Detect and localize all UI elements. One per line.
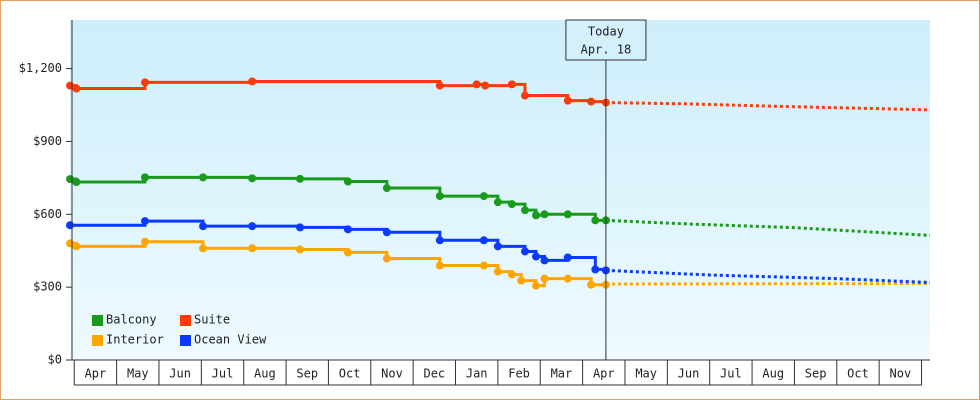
y-tick-label: $300 <box>33 280 62 294</box>
data-point <box>248 244 257 253</box>
data-point <box>493 198 502 207</box>
data-point <box>66 221 74 230</box>
data-point <box>507 80 516 89</box>
data-point <box>563 210 572 219</box>
x-tick-label: Jan <box>466 367 488 381</box>
data-point <box>563 253 572 262</box>
data-point <box>343 177 352 186</box>
x-tick-label: Apr <box>593 367 615 381</box>
data-point <box>507 270 516 279</box>
data-point <box>382 228 391 237</box>
data-point <box>435 81 444 90</box>
x-tick-label: Jun <box>169 367 191 381</box>
data-point <box>591 216 600 225</box>
x-tick-label: Feb <box>508 367 530 381</box>
data-point <box>520 247 529 256</box>
data-point <box>435 192 444 201</box>
data-point <box>520 91 529 100</box>
x-tick-label: Sep <box>805 367 827 381</box>
data-point <box>493 267 502 276</box>
legend-swatch <box>92 335 103 346</box>
forecast-line <box>605 101 931 112</box>
data-point <box>479 192 488 201</box>
x-tick-label: Mar <box>551 367 573 381</box>
data-point <box>140 78 149 87</box>
data-point <box>296 245 305 254</box>
data-point <box>199 244 208 253</box>
data-point <box>72 242 81 251</box>
data-point <box>343 248 352 257</box>
y-tick-label: $900 <box>33 134 62 148</box>
x-tick-label: Oct <box>847 367 869 381</box>
today-box <box>565 19 647 61</box>
data-point <box>343 225 352 234</box>
x-tick-label: Apr <box>85 367 107 381</box>
today-label: Apr. 18 <box>581 43 632 57</box>
data-point <box>435 261 444 270</box>
data-point <box>72 84 81 93</box>
data-point <box>296 223 305 232</box>
data-point <box>140 173 149 182</box>
x-tick-label: Jul <box>212 367 234 381</box>
legend-swatch <box>180 315 191 326</box>
x-tick-label: Aug <box>254 367 276 381</box>
data-point <box>199 222 208 231</box>
data-point <box>587 280 596 289</box>
x-tick-label: Jun <box>678 367 700 381</box>
y-tick-label: $1,200 <box>19 61 62 75</box>
data-point <box>540 274 549 283</box>
data-point <box>382 254 391 263</box>
legend-label: Suite <box>194 313 230 327</box>
data-point <box>140 237 149 246</box>
data-point <box>563 96 572 105</box>
legend-label: Balcony <box>106 313 157 327</box>
data-point <box>591 265 600 274</box>
data-point <box>479 236 488 245</box>
data-point <box>532 211 541 220</box>
data-point <box>520 206 529 215</box>
legend-swatch <box>180 335 191 346</box>
data-point <box>540 210 549 219</box>
x-tick-label: Sep <box>296 367 318 381</box>
x-tick-label: May <box>635 367 657 381</box>
data-point <box>199 173 208 182</box>
data-point <box>563 274 572 283</box>
data-point <box>382 184 391 193</box>
data-point <box>248 222 257 231</box>
x-tick-label: Dec <box>423 367 445 381</box>
data-point <box>540 256 549 265</box>
today-label: Today <box>588 25 624 39</box>
data-point <box>532 252 541 261</box>
data-point <box>435 236 444 245</box>
data-point <box>507 200 516 209</box>
y-tick-label: $600 <box>33 207 62 221</box>
x-tick-label: Nov <box>381 367 403 381</box>
forecast-line <box>605 268 931 285</box>
y-tick-label: $0 <box>48 353 62 367</box>
data-point <box>296 174 305 183</box>
data-point <box>493 242 502 251</box>
plot-area <box>70 20 930 360</box>
legend-label: Interior <box>106 333 164 347</box>
data-point <box>140 217 149 226</box>
data-point <box>248 174 257 183</box>
x-tick-label: Aug <box>762 367 784 381</box>
x-tick-label: May <box>127 367 149 381</box>
data-point <box>248 77 257 86</box>
data-point <box>479 261 488 270</box>
data-point <box>472 80 481 89</box>
x-tick-label: Nov <box>890 367 912 381</box>
data-point <box>587 97 596 106</box>
x-tick-label: Jul <box>720 367 742 381</box>
data-point <box>481 81 490 90</box>
data-point <box>72 177 81 186</box>
legend-swatch <box>92 315 103 326</box>
legend-label: Ocean View <box>194 333 267 347</box>
x-tick-label: Oct <box>339 367 361 381</box>
data-point <box>532 281 541 290</box>
data-point <box>517 276 526 285</box>
